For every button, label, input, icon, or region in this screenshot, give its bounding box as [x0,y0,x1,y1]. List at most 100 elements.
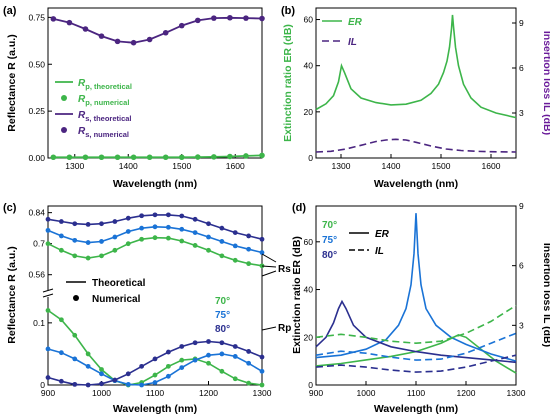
series-point [259,236,265,242]
d-legend-er-label: ER [375,229,390,240]
series-point [259,354,265,360]
panel-b-xlabel: Wavelength (nm) [374,178,458,190]
series-point [85,363,91,369]
panel-c-upper-ytick-label: 0.56 [28,270,45,280]
series-point [179,213,185,219]
legend-label: Rp, theoretical [78,78,132,91]
panel-d-left-ytick-label: 0 [308,380,313,390]
series-point [246,261,252,267]
series-point [72,332,78,338]
series-point [206,234,211,240]
series-point [243,153,249,159]
series-point [82,26,89,32]
series-point [246,246,252,252]
panel-d-left-ytick-label: 40 [304,285,314,295]
series-point [192,216,198,222]
series-point [112,377,118,383]
d-angle-75-label: 75° [322,235,337,246]
series-point [165,212,171,218]
series-point [125,241,131,247]
series-point [139,382,145,388]
panel-c-upper-ytick-label: 0.7 [33,239,45,249]
series-point [130,39,137,46]
rs-arrow-2 [261,265,277,268]
series-point [98,33,105,39]
series-line [315,354,517,373]
series-point [195,154,201,160]
series-point [246,360,252,366]
series-point [179,357,185,363]
panel-c-legend: Theoretical Numerical 70° 75° 80° [66,278,230,335]
panel-c-upper-ytick-label: 0.84 [28,208,45,218]
rs-arrow-3 [261,270,277,277]
panel-d-ylabel-right: Insertion loss IL (dB) [541,243,550,347]
series-point [139,225,145,231]
panel-b-left-ytick-label: 40 [304,61,314,71]
panel-c-xlabel: Wavelength (nm) [113,403,197,415]
series-point [85,255,91,261]
series-point [206,221,211,227]
series-point [45,308,51,313]
panel-a-legend: Rp, theoretical Rp, numerical Rs, theoreti… [55,78,132,139]
panel-c-xtick-label: 1100 [146,388,165,398]
series-point [72,253,78,259]
series-point [114,154,121,161]
panel-a-ylabel: Reflectance R (a.u.) [6,34,18,131]
series-point [98,154,105,161]
series-point [99,221,104,227]
series-point [178,22,185,29]
series-point [179,226,185,232]
panel-a-ytick-label: 0.25 [28,106,45,116]
series-point [165,224,171,230]
series-point [114,38,121,45]
panel-d-right-ytick-label: 3 [519,320,524,330]
series-point [85,240,91,245]
series-point [99,381,104,387]
series-point [85,351,91,357]
rs-annotation: Rs [278,264,291,275]
series-point [165,349,171,355]
panel-c-xtick-label: 1200 [199,388,218,398]
axis-break-mark-bottom [42,293,54,298]
series-point [50,154,57,161]
panel-a-xtick-label: 1500 [172,161,191,171]
panel-a: (a) 1300 1400 1500 1600 0.00 0.25 0.50 0.75 Wa… [3,5,265,190]
panel-b-right-ytick-label: 9 [519,18,524,28]
panel-b-left-ytick-label: 0 [308,153,313,163]
legend-dot-swatch [61,127,67,133]
series-point [85,382,91,388]
panel-b-right-ytick-label: 6 [519,63,524,73]
series-point [243,15,249,21]
series-point [45,227,51,233]
series-line [315,299,517,364]
series-point [259,152,265,159]
panel-a-label: (a) [3,5,17,17]
series-point [206,339,211,344]
panel-c-xtick-label: 1000 [92,388,111,398]
series-point [66,154,73,161]
series-point [219,225,225,231]
series-point [152,356,158,362]
panel-b-legend: ER IL [322,17,363,48]
series-point [139,363,145,369]
series-point [227,14,233,21]
panel-d-label: (d) [292,202,306,214]
series-point [72,356,78,362]
panel-a-xlabel: Wavelength (nm) [113,178,197,190]
series-point [232,376,238,382]
panel-b: (b) 1300 1400 1500 1600 0 20 40 60 3 6 9 Wavelen… [281,5,550,190]
series-point [152,224,158,230]
series-point [50,16,57,22]
series-point [259,250,265,255]
series-point [58,219,64,224]
panel-b-ylabel-left: Extinction ratio ER (dB) [282,24,294,142]
series-point [112,247,118,253]
legend-label: Rs, numerical [78,126,129,139]
series-point [58,350,64,356]
panel-d-left-ytick-label: 20 [304,332,314,342]
series-point [165,373,171,379]
series-point [259,368,265,374]
panel-d-xtick-label: 900 [309,388,323,398]
panel-c-lower-ytick-label: 0.1 [33,318,45,328]
series-point [192,243,198,248]
